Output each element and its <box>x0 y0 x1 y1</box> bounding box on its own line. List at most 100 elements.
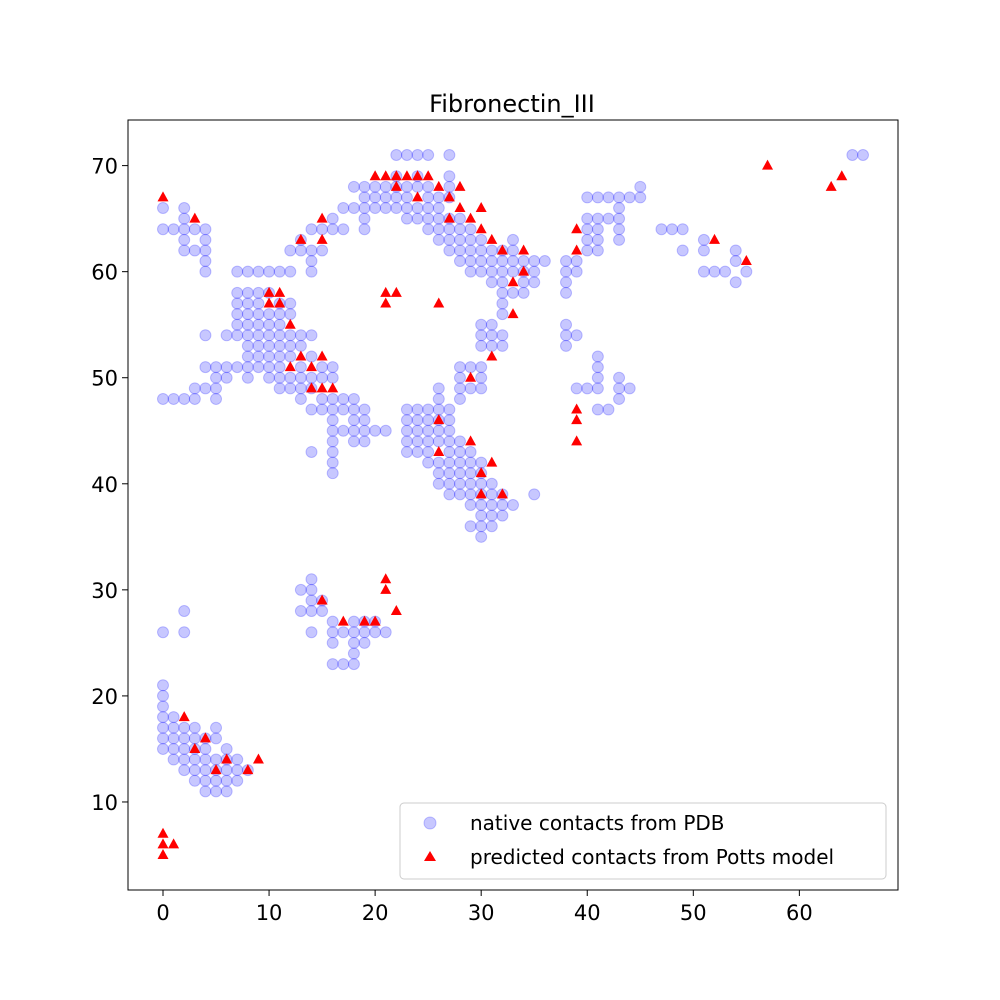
native-contact-point <box>655 223 668 236</box>
native-contact-point <box>199 255 212 268</box>
native-contact-point <box>475 329 488 342</box>
native-contact-point <box>231 318 244 331</box>
native-contact-point <box>432 456 445 469</box>
native-contact-point <box>305 445 318 458</box>
native-contact-point <box>284 382 297 395</box>
x-tick-label: 50 <box>680 901 707 925</box>
native-contact-point <box>475 318 488 331</box>
native-contact-point <box>613 382 626 395</box>
native-contact-point <box>432 424 445 437</box>
native-contact-point <box>411 414 424 427</box>
native-contact-point <box>857 149 869 161</box>
native-contact-point <box>347 626 360 639</box>
predicted-contact-point <box>433 180 445 191</box>
x-tick-label: 0 <box>156 901 169 925</box>
predicted-contact-point <box>507 308 519 319</box>
native-contact-point <box>390 202 403 215</box>
native-contact-point <box>591 350 604 363</box>
native-contact-point <box>294 339 307 352</box>
native-contact-point <box>400 212 413 225</box>
x-tick-label: 30 <box>468 901 495 925</box>
native-contact-point <box>729 255 742 268</box>
native-contact-point <box>432 392 445 405</box>
native-contact-point <box>613 233 626 246</box>
native-contact-point <box>347 403 360 416</box>
native-contact-point <box>294 382 307 395</box>
native-contact-point <box>581 223 594 236</box>
native-contact-point <box>316 605 329 618</box>
native-contact-point <box>294 244 307 257</box>
predicted-contact-point <box>284 361 296 372</box>
native-contact-point <box>485 329 498 342</box>
native-contact-point <box>464 265 477 278</box>
native-contact-point <box>199 361 212 374</box>
native-contact-point <box>496 297 509 310</box>
predicted-contact-point <box>475 488 487 499</box>
native-contact-point <box>475 530 488 543</box>
native-contact-point <box>475 499 488 511</box>
native-contact-point <box>284 350 297 363</box>
native-contact-point <box>432 435 445 448</box>
native-contact-point <box>507 244 519 257</box>
native-contact-point <box>443 435 456 448</box>
native-contact-point <box>411 403 424 416</box>
native-contact-point <box>337 424 350 437</box>
native-contact-point <box>464 477 477 490</box>
native-contact-point <box>294 371 307 384</box>
native-contact-point <box>294 583 307 596</box>
native-contact-point <box>485 244 498 257</box>
native-contact-point <box>570 255 583 268</box>
native-contact-point <box>167 732 180 745</box>
native-contact-point <box>369 180 382 193</box>
native-contact-point <box>453 445 466 458</box>
predicted-contact-point <box>316 233 328 244</box>
predicted-contact-point <box>571 244 583 255</box>
native-contact-point <box>241 339 254 352</box>
native-contact-point <box>188 774 201 787</box>
native-contact-point <box>157 742 169 755</box>
native-contact-point <box>591 191 604 204</box>
predicted-contact-point <box>465 212 477 223</box>
axes-frame <box>127 119 899 891</box>
native-contact-point <box>379 626 392 639</box>
native-contact-point <box>591 382 604 395</box>
native-contact-point <box>316 371 329 384</box>
predicted-contact-point <box>380 583 392 594</box>
predicted-contact-point <box>263 286 275 297</box>
native-contact-point <box>496 509 509 522</box>
native-contact-point <box>167 711 180 724</box>
native-contact-point <box>570 382 583 395</box>
predicted-contact-point <box>199 732 211 743</box>
native-contact-point <box>252 318 265 331</box>
native-contact-point <box>273 308 286 321</box>
predicted-contact-point <box>475 467 487 478</box>
native-contact-point <box>273 339 286 352</box>
native-contact-point <box>581 233 594 246</box>
predicted-contact-point <box>412 191 424 202</box>
native-contact-point <box>453 223 466 236</box>
native-contact-point <box>729 276 742 289</box>
native-contact-point <box>464 520 477 533</box>
native-contact-point <box>464 233 477 246</box>
native-contact-point <box>284 329 297 342</box>
native-contact-point <box>443 149 456 161</box>
predicted-contact-point <box>316 212 328 223</box>
native-contact-point <box>432 223 445 236</box>
native-contact-point <box>252 339 265 352</box>
native-contact-point <box>252 286 265 299</box>
native-contact-point <box>697 265 710 278</box>
native-contact-point <box>188 392 201 405</box>
native-contact-point <box>475 371 488 384</box>
native-contact-point <box>475 520 488 533</box>
native-contact-point <box>326 414 339 427</box>
native-contact-point <box>432 382 445 395</box>
predicted-contact-point <box>475 202 487 213</box>
legend-predicted-marker <box>424 851 436 861</box>
predicted-contact-point <box>369 170 381 181</box>
native-contact-point <box>167 392 180 405</box>
predicted-contact-point <box>518 244 530 255</box>
predicted-contact-point <box>443 212 455 223</box>
native-contact-point <box>464 467 477 480</box>
native-contact-point <box>411 202 424 215</box>
native-contact-point <box>453 371 466 384</box>
